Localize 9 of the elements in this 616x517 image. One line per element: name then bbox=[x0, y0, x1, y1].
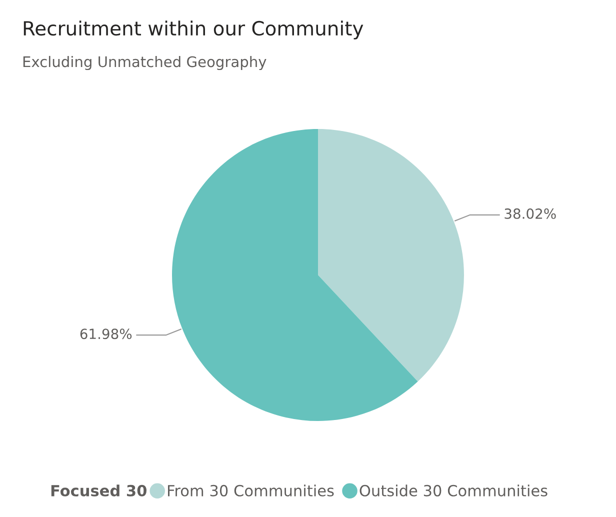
data-label: 61.98% bbox=[80, 328, 132, 340]
data-label: 38.02% bbox=[504, 208, 556, 219]
chart-title: Recruitment within our Community bbox=[24, 20, 364, 40]
pie-slice bbox=[318, 129, 464, 382]
legend-label: Outside 30 Communities bbox=[360, 484, 548, 496]
chart-subtitle: Excluding Unmatched Geography bbox=[23, 56, 266, 70]
legend-title: Focused 30 bbox=[51, 484, 146, 496]
pie-slice bbox=[172, 129, 418, 421]
legend-label: From 30 Communities bbox=[168, 484, 334, 496]
